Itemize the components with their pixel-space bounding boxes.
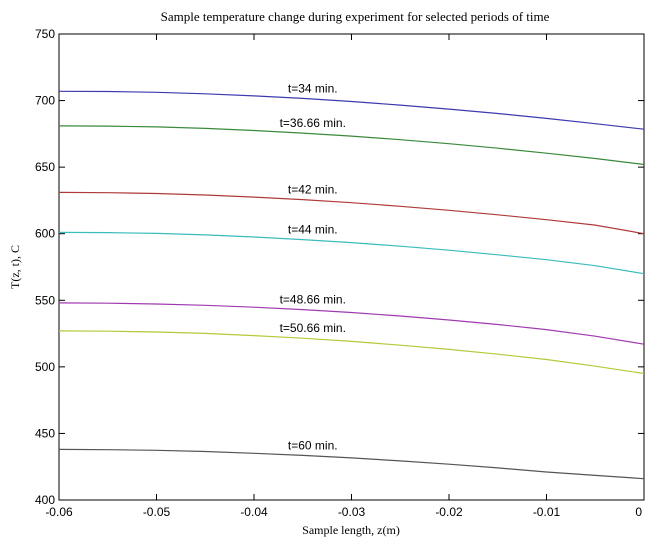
y-axis: 400 450 500 550 600 650 700 750 bbox=[35, 27, 644, 507]
series-label: t=42 min. bbox=[288, 183, 338, 197]
y-tick-label: 450 bbox=[35, 426, 55, 440]
x-axis: -0.06 -0.05 -0.04 -0.03 -0.02 -0.01 0 bbox=[45, 34, 645, 519]
series-line bbox=[58, 448, 645, 480]
series-label: t=44 min. bbox=[288, 223, 338, 237]
x-axis-label: Sample length, z(m) bbox=[302, 523, 400, 537]
chart-title: Sample temperature change during experim… bbox=[161, 9, 550, 24]
series-label: t=48.66 min. bbox=[280, 293, 346, 307]
x-tick-label: -0.02 bbox=[435, 505, 463, 519]
plot-area bbox=[58, 33, 645, 501]
series-line bbox=[58, 330, 645, 375]
series-line bbox=[58, 231, 645, 275]
y-tick-label: 600 bbox=[35, 227, 55, 241]
x-tick-label: -0.05 bbox=[143, 505, 171, 519]
series-label: t=34 min. bbox=[288, 81, 338, 95]
y-tick-label: 750 bbox=[35, 27, 55, 41]
y-tick-label: 650 bbox=[35, 160, 55, 174]
x-tick-label: 0 bbox=[635, 505, 642, 519]
x-tick-label: -0.04 bbox=[240, 505, 268, 519]
y-axis-label: T(z, t), C bbox=[8, 245, 22, 289]
series-line bbox=[58, 191, 645, 235]
series-label: t=60 min. bbox=[288, 438, 338, 452]
series-line bbox=[58, 302, 645, 345]
x-tick-label: -0.06 bbox=[45, 505, 73, 519]
x-tick-label: -0.01 bbox=[533, 505, 561, 519]
curve-labels: t=34 min. t=36.66 min. t=42 min. t=44 min. t… bbox=[280, 81, 346, 452]
series-group bbox=[58, 90, 645, 480]
y-tick-label: 700 bbox=[35, 94, 55, 108]
series-line bbox=[58, 125, 645, 166]
y-tick-label: 500 bbox=[35, 360, 55, 374]
y-tick-label: 400 bbox=[35, 493, 55, 507]
series-line bbox=[58, 90, 645, 130]
y-tick-label: 550 bbox=[35, 293, 55, 307]
series-label: t=36.66 min. bbox=[280, 116, 346, 130]
series-label: t=50.66 min. bbox=[280, 321, 346, 335]
x-tick-label: -0.03 bbox=[338, 505, 366, 519]
